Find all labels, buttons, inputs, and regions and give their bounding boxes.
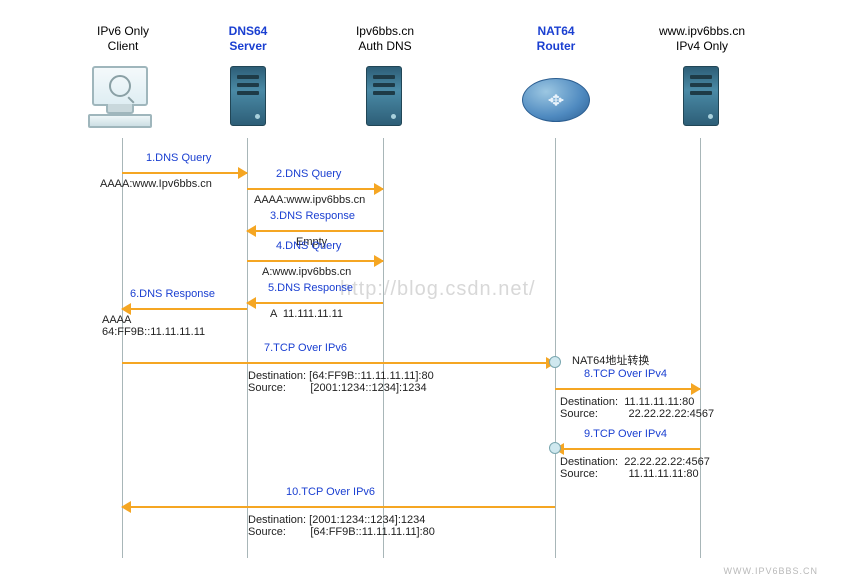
nat64-dot-1 bbox=[549, 356, 561, 368]
actor-server-label: www.ipv6bbs.cn IPv4 Only bbox=[650, 24, 754, 54]
label-m2: 2.DNS Query bbox=[276, 168, 341, 180]
detail-m2: AAAA:www.ipv6bbs.cn bbox=[254, 194, 365, 206]
server-device-icon bbox=[683, 66, 719, 126]
label-m4: 4.DNS Query bbox=[276, 240, 341, 252]
arrow-m9 bbox=[555, 440, 700, 456]
detail-m7: Destination: [64:FF9B::11.11.11.11]:80 S… bbox=[248, 370, 434, 394]
note-m7: NAT64地址转换 bbox=[572, 352, 649, 368]
label-m10: 10.TCP Over IPv6 bbox=[286, 486, 375, 498]
detail-m8: Destination: 11.11.11.11:80 Source: 22.2… bbox=[560, 396, 714, 420]
dns64-device-icon bbox=[230, 66, 266, 126]
detail-m10: Destination: [2001:1234::1234]:1234 Sour… bbox=[248, 514, 435, 538]
arrow-m7 bbox=[122, 354, 555, 370]
footer-watermark: WWW.IPV6BBS.CN bbox=[723, 566, 818, 576]
actor-client-label: IPv6 Only Client bbox=[88, 24, 158, 54]
lifeline-dns64 bbox=[247, 138, 248, 558]
label-m9: 9.TCP Over IPv4 bbox=[584, 428, 667, 440]
lifeline-server bbox=[700, 138, 701, 558]
actor-authdns-label: Ipv6bbs.cn Auth DNS bbox=[348, 24, 422, 54]
detail-m4: A:www.ipv6bbs.cn bbox=[262, 266, 351, 278]
label-m3: 3.DNS Response bbox=[270, 210, 355, 222]
nat64-device-icon: ✥ bbox=[522, 78, 590, 122]
detail-m6: AAAA 64:FF9B::11.11.11.11 bbox=[102, 314, 205, 338]
client-device-icon bbox=[92, 66, 148, 106]
lifeline-nat64 bbox=[555, 138, 556, 558]
label-m6: 6.DNS Response bbox=[130, 288, 215, 300]
label-m1: 1.DNS Query bbox=[146, 152, 211, 164]
arrow-m8 bbox=[555, 380, 700, 396]
detail-m1: AAAA:www.Ipv6bbs.cn bbox=[100, 178, 212, 190]
label-m5: 5.DNS Response bbox=[268, 282, 353, 294]
label-m7: 7.TCP Over IPv6 bbox=[264, 342, 347, 354]
label-m8: 8.TCP Over IPv4 bbox=[584, 368, 667, 380]
arrow-m10 bbox=[122, 498, 555, 514]
lifeline-authdns bbox=[383, 138, 384, 558]
detail-m5: A 11.111.11.11 bbox=[270, 308, 343, 320]
nat64-dot-2 bbox=[549, 442, 561, 454]
lifeline-client bbox=[122, 138, 123, 558]
actor-nat64-label: NAT64 Router bbox=[524, 24, 588, 54]
actor-dns64-label: DNS64 Server bbox=[216, 24, 280, 54]
authdns-device-icon bbox=[366, 66, 402, 126]
detail-m9: Destination: 22.22.22.22:4567 Source: 11… bbox=[560, 456, 710, 480]
